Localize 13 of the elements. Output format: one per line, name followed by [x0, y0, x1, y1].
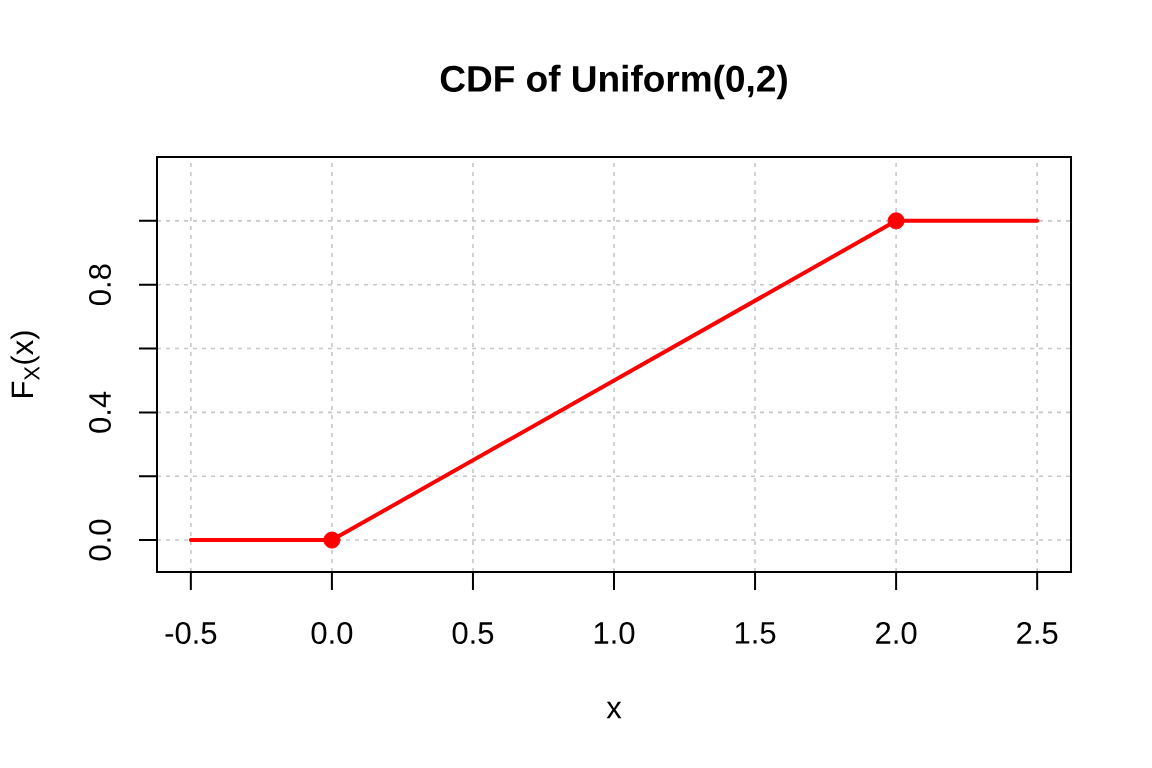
- y-tick-label: 0.0: [89, 519, 111, 561]
- x-tick-label: 0.5: [452, 622, 494, 644]
- chart-title: CDF of Uniform(0,2): [440, 64, 787, 100]
- x-tick-label: 1.0: [594, 622, 635, 644]
- x-axis-title: x: [606, 701, 622, 719]
- y-tick-label: 0.8: [89, 264, 111, 306]
- y-axis-title: F$_{X}$(x): [10, 331, 40, 397]
- x-tick-label: 1.5: [735, 622, 776, 644]
- x-tick-label: -0.5: [165, 622, 217, 644]
- x-tick-label: 2.5: [1017, 622, 1058, 644]
- x-tick-label: 0.0: [311, 622, 353, 644]
- y-tick-label: 0.4: [89, 391, 111, 433]
- x-tick-label: 2.0: [876, 622, 917, 644]
